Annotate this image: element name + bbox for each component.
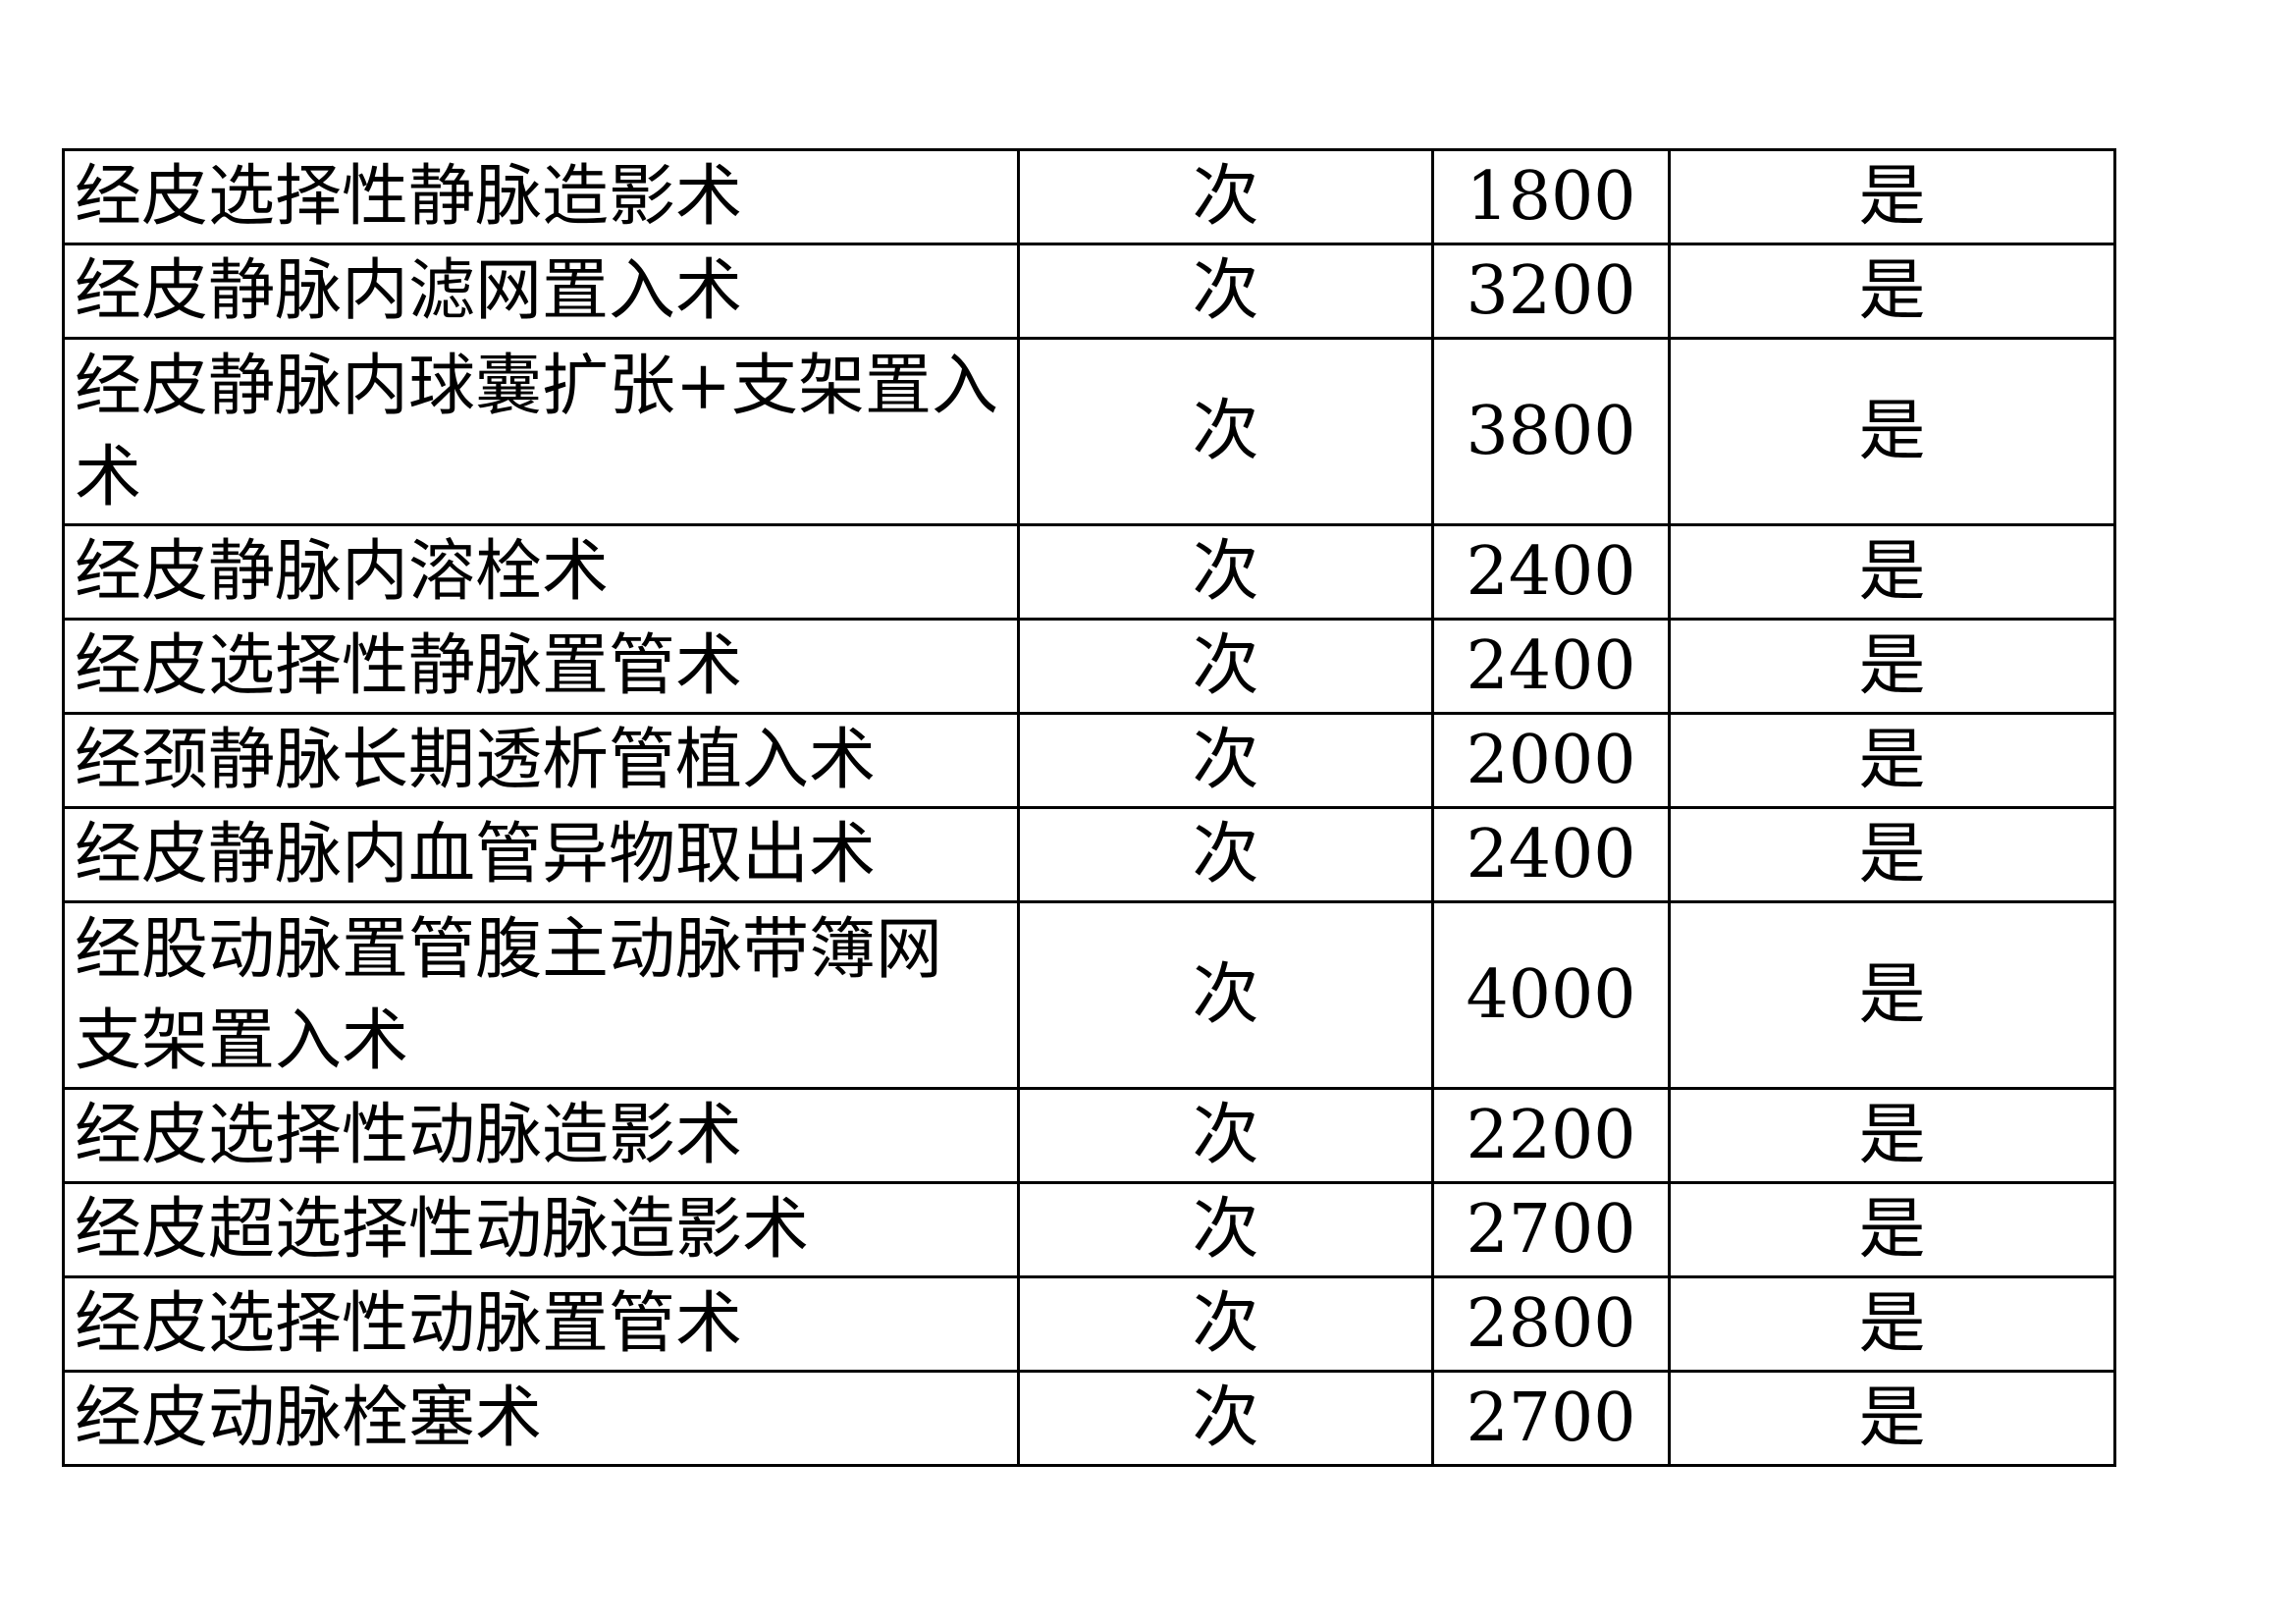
unit-cell: 次: [1017, 1370, 1434, 1467]
procedure-price-table: 经皮选择性静脉造影术次 1800 是经皮静脉内滤网置入术次 3200 是经皮静脉内球囊扩…: [62, 148, 2116, 1467]
table-row: 经股动脉置管腹主动脉带簿网支架置入术次 4000 是: [62, 900, 2116, 1090]
procedure-name-cell: 经皮动脉栓塞术: [62, 1370, 1020, 1467]
price-cell: 2000: [1431, 712, 1671, 809]
table-row: 经皮选择性静脉造影术次 1800 是: [62, 148, 2116, 245]
covered-cell: 是: [1668, 337, 2116, 526]
covered-cell: 是: [1668, 523, 2116, 621]
table-row: 经皮超选择性动脉造影术次 2700 是: [62, 1181, 2116, 1278]
unit-cell: 次: [1017, 900, 1434, 1090]
unit-cell: 次: [1017, 148, 1434, 245]
procedure-name-cell: 经皮选择性动脉置管术: [62, 1275, 1020, 1373]
procedure-name-cell: 经颈静脉长期透析管植入术: [62, 712, 1020, 809]
covered-cell: 是: [1668, 1087, 2116, 1184]
covered-cell: 是: [1668, 618, 2116, 715]
price-cell: 2800: [1431, 1275, 1671, 1373]
unit-cell: 次: [1017, 1087, 1434, 1184]
unit-cell: 次: [1017, 337, 1434, 526]
unit-cell: 次: [1017, 1275, 1434, 1373]
table-row: 经皮静脉内球囊扩张+支架置入术次 3800 是: [62, 337, 2116, 526]
procedure-name-cell: 经皮选择性静脉置管术: [62, 618, 1020, 715]
price-cell: 2700: [1431, 1370, 1671, 1467]
covered-cell: 是: [1668, 712, 2116, 809]
price-cell: 4000: [1431, 900, 1671, 1090]
price-cell: 3800: [1431, 337, 1671, 526]
price-cell: 2200: [1431, 1087, 1671, 1184]
table-row: 经皮静脉内溶栓术次 2400 是: [62, 523, 2116, 621]
price-cell: 2400: [1431, 523, 1671, 621]
table-row: 经皮选择性动脉置管术次 2800 是: [62, 1275, 2116, 1373]
unit-cell: 次: [1017, 618, 1434, 715]
procedure-name-cell: 经皮选择性静脉造影术: [62, 148, 1020, 245]
table-row: 经皮选择性静脉置管术次 2400 是: [62, 618, 2116, 715]
procedure-name-cell: 经皮静脉内血管异物取出术: [62, 806, 1020, 903]
procedure-name-cell: 经皮选择性动脉造影术: [62, 1087, 1020, 1184]
table-row: 经皮静脉内滤网置入术次 3200 是: [62, 243, 2116, 340]
price-cell: 3200: [1431, 243, 1671, 340]
procedure-name-cell: 经皮静脉内溶栓术: [62, 523, 1020, 621]
unit-cell: 次: [1017, 1181, 1434, 1278]
table-row: 经皮选择性动脉造影术次 2200 是: [62, 1087, 2116, 1184]
procedure-name-cell: 经股动脉置管腹主动脉带簿网支架置入术: [62, 900, 1020, 1090]
covered-cell: 是: [1668, 1370, 2116, 1467]
unit-cell: 次: [1017, 806, 1434, 903]
covered-cell: 是: [1668, 806, 2116, 903]
procedure-name-cell: 经皮静脉内滤网置入术: [62, 243, 1020, 340]
table-row: 经皮动脉栓塞术次 2700 是: [62, 1370, 2116, 1467]
unit-cell: 次: [1017, 523, 1434, 621]
unit-cell: 次: [1017, 712, 1434, 809]
covered-cell: 是: [1668, 900, 2116, 1090]
procedure-name-cell: 经皮超选择性动脉造影术: [62, 1181, 1020, 1278]
table-row: 经皮静脉内血管异物取出术次 2400 是: [62, 806, 2116, 903]
price-cell: 1800: [1431, 148, 1671, 245]
price-cell: 2700: [1431, 1181, 1671, 1278]
covered-cell: 是: [1668, 1275, 2116, 1373]
unit-cell: 次: [1017, 243, 1434, 340]
procedure-name-cell: 经皮静脉内球囊扩张+支架置入术: [62, 337, 1020, 526]
covered-cell: 是: [1668, 148, 2116, 245]
price-cell: 2400: [1431, 618, 1671, 715]
covered-cell: 是: [1668, 243, 2116, 340]
price-cell: 2400: [1431, 806, 1671, 903]
covered-cell: 是: [1668, 1181, 2116, 1278]
table-row: 经颈静脉长期透析管植入术次 2000 是: [62, 712, 2116, 809]
